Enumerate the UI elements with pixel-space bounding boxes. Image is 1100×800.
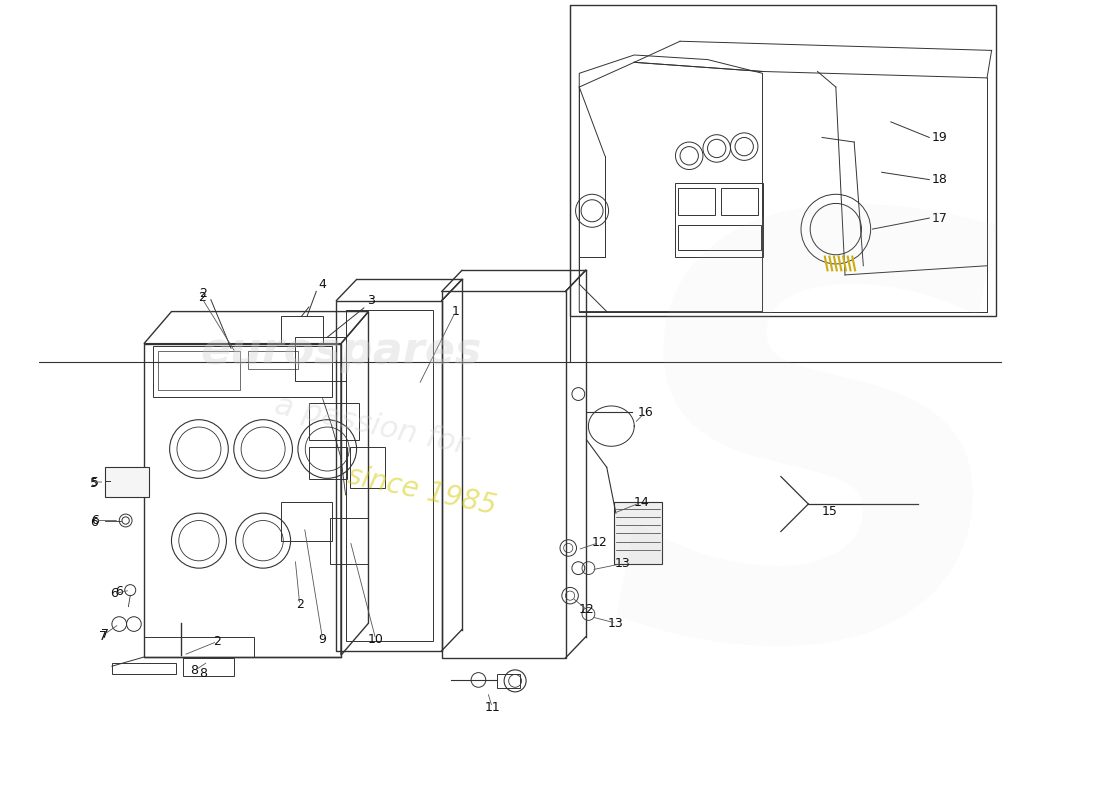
Text: 13: 13 [615, 557, 630, 570]
Text: 6: 6 [110, 587, 118, 600]
Text: a passion for: a passion for [272, 390, 471, 460]
Bar [675, 183, 762, 257]
Text: 1: 1 [452, 305, 460, 318]
Bar [309, 447, 348, 479]
Text: 8: 8 [199, 667, 207, 680]
Bar [157, 351, 240, 390]
Text: eurospares: eurospares [200, 330, 482, 374]
Text: 6: 6 [90, 516, 98, 529]
Bar [570, 5, 997, 316]
Text: 5: 5 [90, 478, 98, 490]
Text: 13: 13 [608, 617, 624, 630]
Bar [330, 518, 369, 563]
Text: S: S [607, 194, 1027, 759]
Text: 3: 3 [366, 294, 374, 307]
Bar [295, 338, 345, 382]
Text: 11: 11 [484, 701, 500, 714]
Bar [350, 447, 385, 489]
Text: 2: 2 [199, 286, 207, 300]
Text: 12: 12 [592, 536, 607, 549]
Bar [679, 188, 715, 215]
Bar [722, 188, 758, 215]
Text: 19: 19 [932, 131, 948, 144]
Bar [104, 467, 148, 497]
Bar [309, 403, 360, 440]
Bar [282, 316, 322, 344]
Bar [153, 346, 332, 397]
Bar [144, 637, 254, 657]
Bar [144, 344, 341, 657]
Text: since 1985: since 1985 [344, 462, 498, 521]
Bar [679, 225, 761, 250]
Text: 4: 4 [318, 278, 326, 290]
Text: 6: 6 [91, 514, 99, 527]
Bar [337, 301, 442, 650]
Bar [614, 502, 662, 565]
Text: 2: 2 [296, 598, 304, 611]
Bar [282, 502, 332, 541]
Text: 5: 5 [91, 475, 99, 489]
Bar [442, 291, 565, 658]
Text: 7: 7 [100, 628, 109, 641]
Bar [184, 658, 234, 676]
Text: 2: 2 [198, 291, 206, 304]
Bar [345, 310, 432, 642]
Text: 16: 16 [637, 406, 653, 419]
Text: 15: 15 [822, 505, 838, 518]
Text: 9: 9 [319, 633, 327, 646]
Text: 18: 18 [932, 173, 948, 186]
Text: 10: 10 [367, 633, 384, 646]
Text: 8: 8 [190, 664, 198, 678]
Bar [112, 663, 176, 674]
Bar [248, 351, 298, 370]
Text: 12: 12 [579, 603, 594, 616]
Text: 7: 7 [99, 630, 108, 643]
Text: 6: 6 [116, 585, 123, 598]
Bar [497, 674, 519, 688]
Text: 14: 14 [634, 496, 649, 509]
Text: 2: 2 [213, 635, 221, 648]
Text: 17: 17 [932, 211, 948, 225]
